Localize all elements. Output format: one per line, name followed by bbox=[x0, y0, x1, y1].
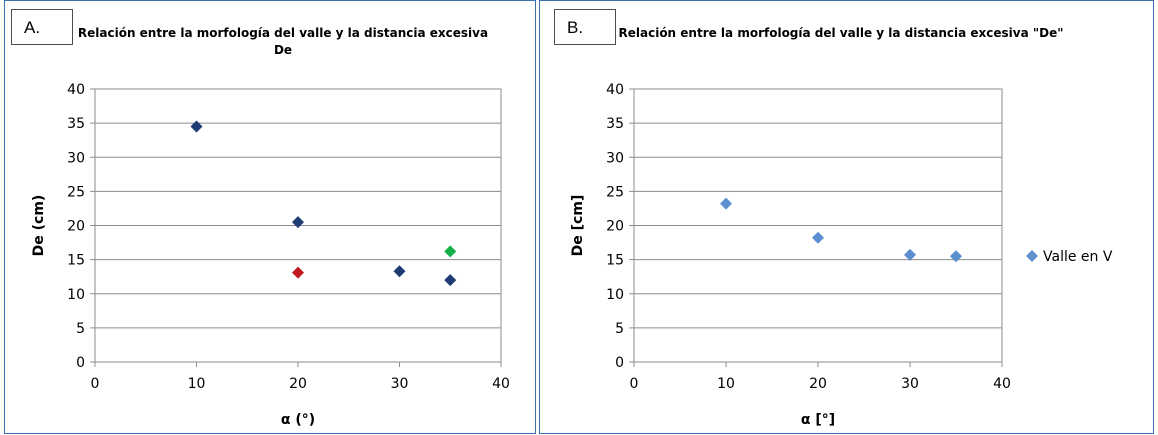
data-point bbox=[444, 245, 457, 258]
x-tick-label: 10 bbox=[188, 376, 206, 392]
chart-svg: 0 5 10 15 20 25 30 35 40 0 10 20 30 40 α (°) De (cm) bbox=[31, 82, 510, 428]
y-tick-label: 10 bbox=[606, 287, 624, 303]
y-axis-label: De (cm) bbox=[31, 195, 47, 257]
y-tick-label: 0 bbox=[76, 355, 85, 371]
x-tick-label: 20 bbox=[289, 376, 307, 392]
chart-title: Relación entre la morfología del valle y… bbox=[77, 26, 489, 57]
data-point bbox=[444, 274, 457, 287]
legend-label: Valle en V bbox=[1043, 249, 1113, 265]
y-tick-label: 25 bbox=[67, 184, 85, 200]
data-point bbox=[292, 216, 304, 229]
x-tick-label: 20 bbox=[809, 376, 827, 392]
data-point bbox=[812, 231, 824, 244]
x-tick-label: 30 bbox=[901, 376, 919, 392]
y-tick-label: 35 bbox=[67, 116, 85, 132]
y-tick-label: 35 bbox=[606, 116, 624, 132]
y-tick-label: 40 bbox=[606, 82, 624, 98]
data-point bbox=[720, 197, 732, 210]
y-tick-label: 40 bbox=[67, 82, 85, 98]
legend-marker bbox=[1026, 250, 1038, 262]
data-point bbox=[292, 266, 304, 279]
panel-label: B. bbox=[554, 9, 616, 45]
y-tick-label: 20 bbox=[67, 219, 85, 235]
chart-panel-a: A. Relación entre la morfología del vall… bbox=[4, 0, 536, 434]
chart-title: Relación entre la morfología del valle y… bbox=[618, 26, 1064, 40]
data-point bbox=[950, 250, 962, 263]
y-tick-label: 15 bbox=[67, 253, 85, 269]
y-tick-label: 10 bbox=[67, 287, 85, 303]
y-tick-label: 30 bbox=[606, 150, 624, 166]
y-tick-label: 15 bbox=[606, 253, 624, 269]
chart-panel-b: B. Relación entre la morfología del vall… bbox=[539, 0, 1154, 434]
data-point bbox=[190, 120, 203, 133]
chart-svg: 0 5 10 15 20 25 30 35 40 0 10 20 30 40 α [°] De [cm] Val… bbox=[570, 82, 1113, 428]
y-tick-label: 20 bbox=[606, 219, 624, 235]
x-tick-label: 40 bbox=[993, 376, 1011, 392]
x-axis-label: α (°) bbox=[281, 412, 315, 428]
y-tick-label: 5 bbox=[615, 321, 624, 337]
x-tick-label: 30 bbox=[391, 376, 409, 392]
y-tick-label: 5 bbox=[76, 321, 85, 337]
y-tick-label: 0 bbox=[615, 355, 624, 371]
x-tick-label: 10 bbox=[717, 376, 735, 392]
x-tick-label: 40 bbox=[492, 376, 510, 392]
x-axis-label: α [°] bbox=[801, 412, 835, 428]
y-axis-label: De [cm] bbox=[570, 195, 586, 257]
x-tick-label: 0 bbox=[91, 376, 100, 392]
data-point bbox=[904, 248, 916, 261]
y-tick-label: 30 bbox=[67, 150, 85, 166]
y-tick-label: 25 bbox=[606, 184, 624, 200]
data-point bbox=[393, 265, 406, 278]
x-tick-label: 0 bbox=[630, 376, 639, 392]
panel-label: A. bbox=[11, 9, 73, 45]
